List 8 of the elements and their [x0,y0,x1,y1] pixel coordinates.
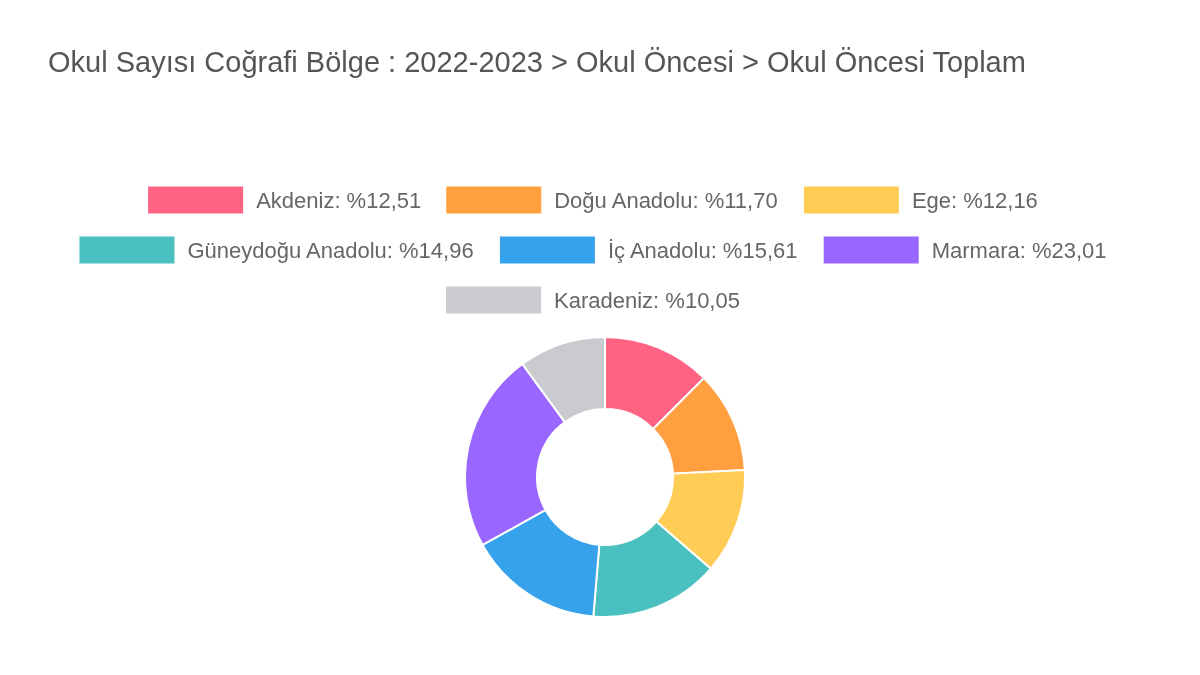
legend-label: İç Anadolu: %15,61 [607,237,798,263]
legend-label: Güneydoğu Anadolu: %14,96 [187,237,474,263]
legend-label: Karadeniz: %10,05 [554,287,740,313]
legend-label: Marmara: %23,01 [931,237,1107,263]
legend-label: Akdeniz: %12,51 [256,187,422,213]
legend-label: Doğu Anadolu: %11,70 [554,187,778,213]
legend-label: Ege: %12,16 [911,187,1038,213]
chart-title: Okul Sayısı Coğrafi Bölge : 2022-2023 > Okul Öncesi > Okul Öncesi Toplam [48,46,1026,79]
